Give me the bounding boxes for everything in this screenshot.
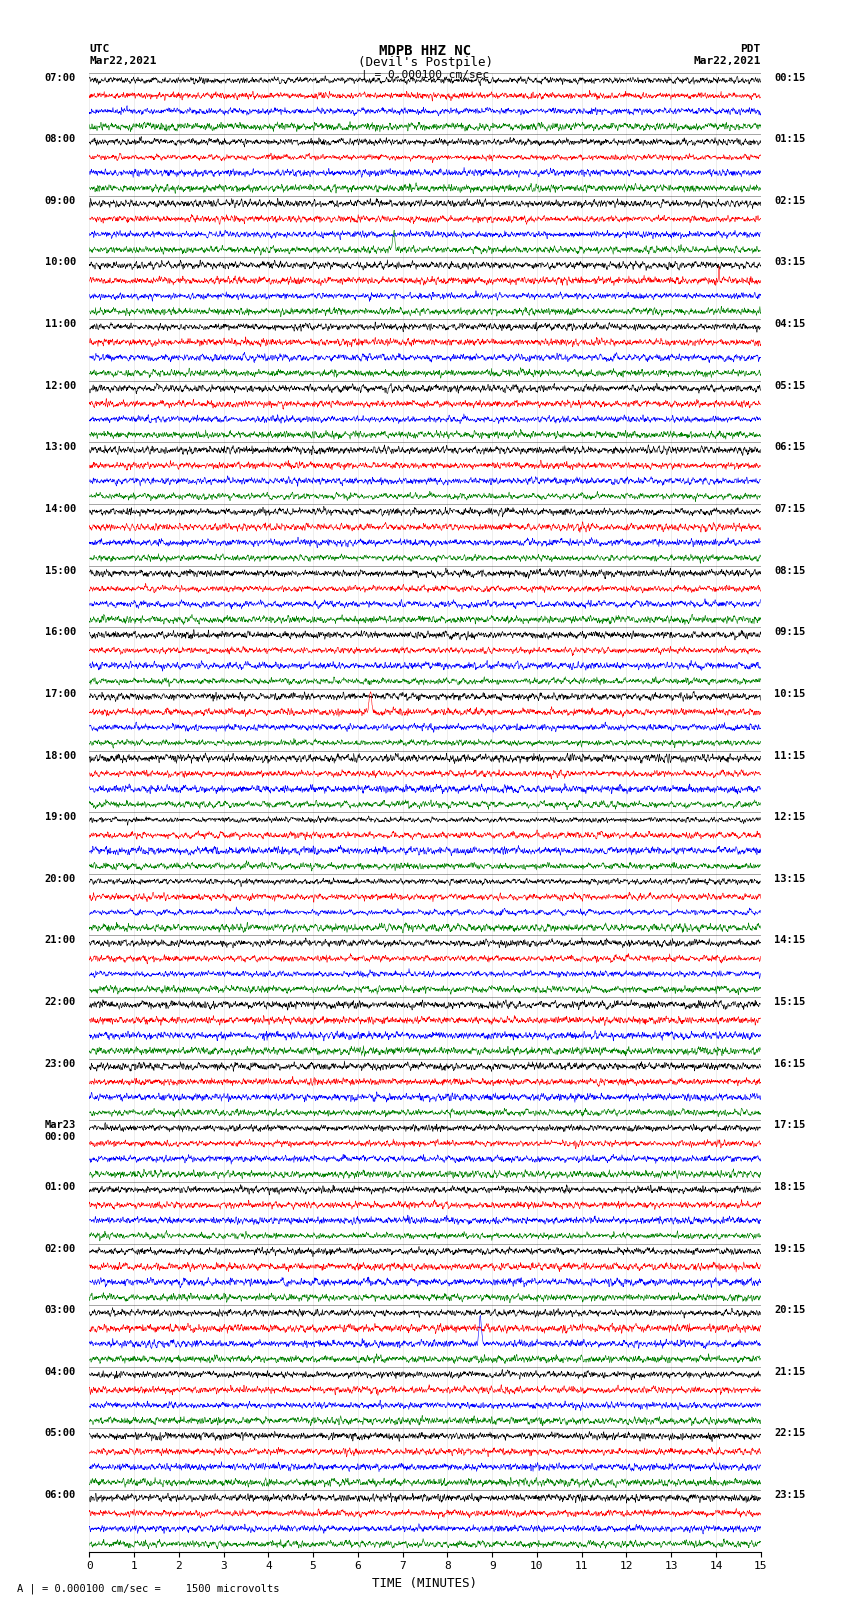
Text: 22:15: 22:15	[774, 1429, 806, 1439]
Text: 21:15: 21:15	[774, 1366, 806, 1378]
Text: 16:15: 16:15	[774, 1058, 806, 1069]
Text: 11:15: 11:15	[774, 750, 806, 760]
Text: 23:00: 23:00	[44, 1058, 76, 1069]
Text: Mar23
00:00: Mar23 00:00	[44, 1121, 76, 1142]
Text: 15:15: 15:15	[774, 997, 806, 1007]
Text: 23:15: 23:15	[774, 1490, 806, 1500]
Text: 15:00: 15:00	[44, 566, 76, 576]
Text: 21:00: 21:00	[44, 936, 76, 945]
Text: 07:15: 07:15	[774, 503, 806, 515]
Text: | = 0.000100 cm/sec: | = 0.000100 cm/sec	[361, 69, 489, 81]
Text: 01:00: 01:00	[44, 1182, 76, 1192]
Text: 18:15: 18:15	[774, 1182, 806, 1192]
Text: 05:00: 05:00	[44, 1429, 76, 1439]
Text: 11:00: 11:00	[44, 319, 76, 329]
Text: 14:00: 14:00	[44, 503, 76, 515]
Text: (Devil's Postpile): (Devil's Postpile)	[358, 56, 492, 69]
Text: 02:15: 02:15	[774, 195, 806, 206]
Text: 04:00: 04:00	[44, 1366, 76, 1378]
Text: 05:15: 05:15	[774, 381, 806, 390]
Text: 03:15: 03:15	[774, 258, 806, 268]
X-axis label: TIME (MINUTES): TIME (MINUTES)	[372, 1578, 478, 1590]
Text: MDPB HHZ NC: MDPB HHZ NC	[379, 44, 471, 58]
Text: 00:15: 00:15	[774, 73, 806, 82]
Text: 16:00: 16:00	[44, 627, 76, 637]
Text: 18:00: 18:00	[44, 750, 76, 760]
Text: 13:15: 13:15	[774, 874, 806, 884]
Text: UTC: UTC	[89, 44, 110, 53]
Text: Mar22,2021: Mar22,2021	[694, 56, 761, 66]
Text: PDT: PDT	[740, 44, 761, 53]
Text: 08:15: 08:15	[774, 566, 806, 576]
Text: 14:15: 14:15	[774, 936, 806, 945]
Text: 12:15: 12:15	[774, 813, 806, 823]
Text: 10:00: 10:00	[44, 258, 76, 268]
Text: 08:00: 08:00	[44, 134, 76, 144]
Text: 02:00: 02:00	[44, 1244, 76, 1253]
Text: Mar22,2021: Mar22,2021	[89, 56, 156, 66]
Text: 06:15: 06:15	[774, 442, 806, 452]
Text: 09:15: 09:15	[774, 627, 806, 637]
Text: 20:00: 20:00	[44, 874, 76, 884]
Text: 10:15: 10:15	[774, 689, 806, 698]
Text: 03:00: 03:00	[44, 1305, 76, 1315]
Text: 06:00: 06:00	[44, 1490, 76, 1500]
Text: 19:15: 19:15	[774, 1244, 806, 1253]
Text: 22:00: 22:00	[44, 997, 76, 1007]
Text: 17:00: 17:00	[44, 689, 76, 698]
Text: 19:00: 19:00	[44, 813, 76, 823]
Text: 09:00: 09:00	[44, 195, 76, 206]
Text: 12:00: 12:00	[44, 381, 76, 390]
Text: 07:00: 07:00	[44, 73, 76, 82]
Text: 20:15: 20:15	[774, 1305, 806, 1315]
Text: A | = 0.000100 cm/sec =    1500 microvolts: A | = 0.000100 cm/sec = 1500 microvolts	[17, 1582, 280, 1594]
Text: 04:15: 04:15	[774, 319, 806, 329]
Text: 01:15: 01:15	[774, 134, 806, 144]
Text: 17:15: 17:15	[774, 1121, 806, 1131]
Text: 13:00: 13:00	[44, 442, 76, 452]
